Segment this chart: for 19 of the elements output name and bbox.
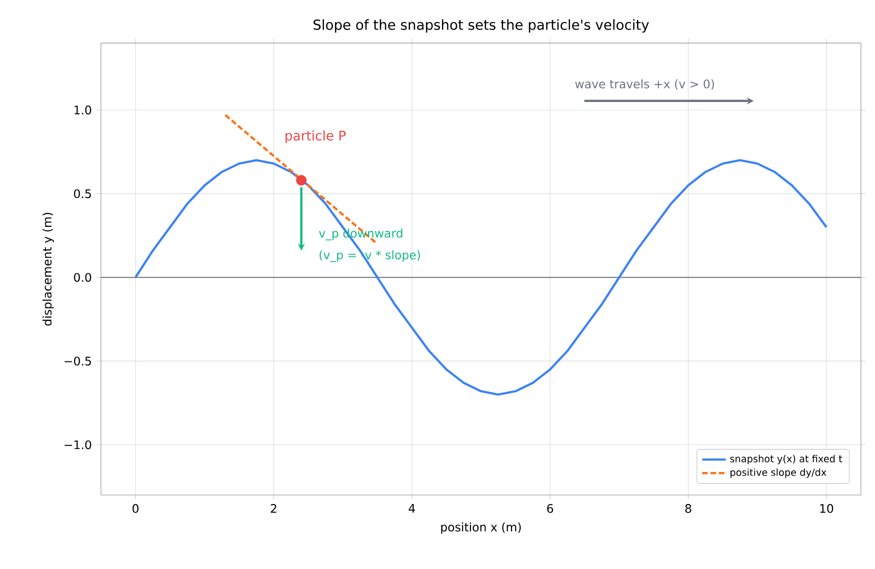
x-tick-label: 10 (820, 504, 834, 513)
annotation: particle P (286, 130, 346, 144)
y-axis-title: displacement y (m) (42, 212, 54, 326)
y-tick-label: 0.0 (74, 272, 92, 282)
y-tick-label: 0.5 (74, 189, 91, 198)
legend-label: positive slope dy/dx (730, 468, 826, 478)
chart-title: Slope of the snapshot sets the particle's velocity (314, 19, 649, 33)
y-tick-label: −0.5 (64, 356, 91, 366)
x-tick-label: 2 (270, 504, 276, 513)
legend-label: snapshot y(x) at fixed t (730, 454, 842, 464)
y-tick-label: −1.0 (64, 440, 92, 450)
y-tick-label: 1.0 (74, 106, 92, 114)
x-tick-label: 0 (132, 504, 138, 513)
x-tick-label: 6 (547, 504, 554, 513)
x-tick-label: 4 (408, 504, 415, 513)
annotation: wave travels +x (v > 0) (575, 79, 714, 90)
x-tick-label: 8 (685, 504, 692, 513)
x-axis-title: position x (m) (441, 522, 521, 534)
line-series (134, 159, 828, 396)
